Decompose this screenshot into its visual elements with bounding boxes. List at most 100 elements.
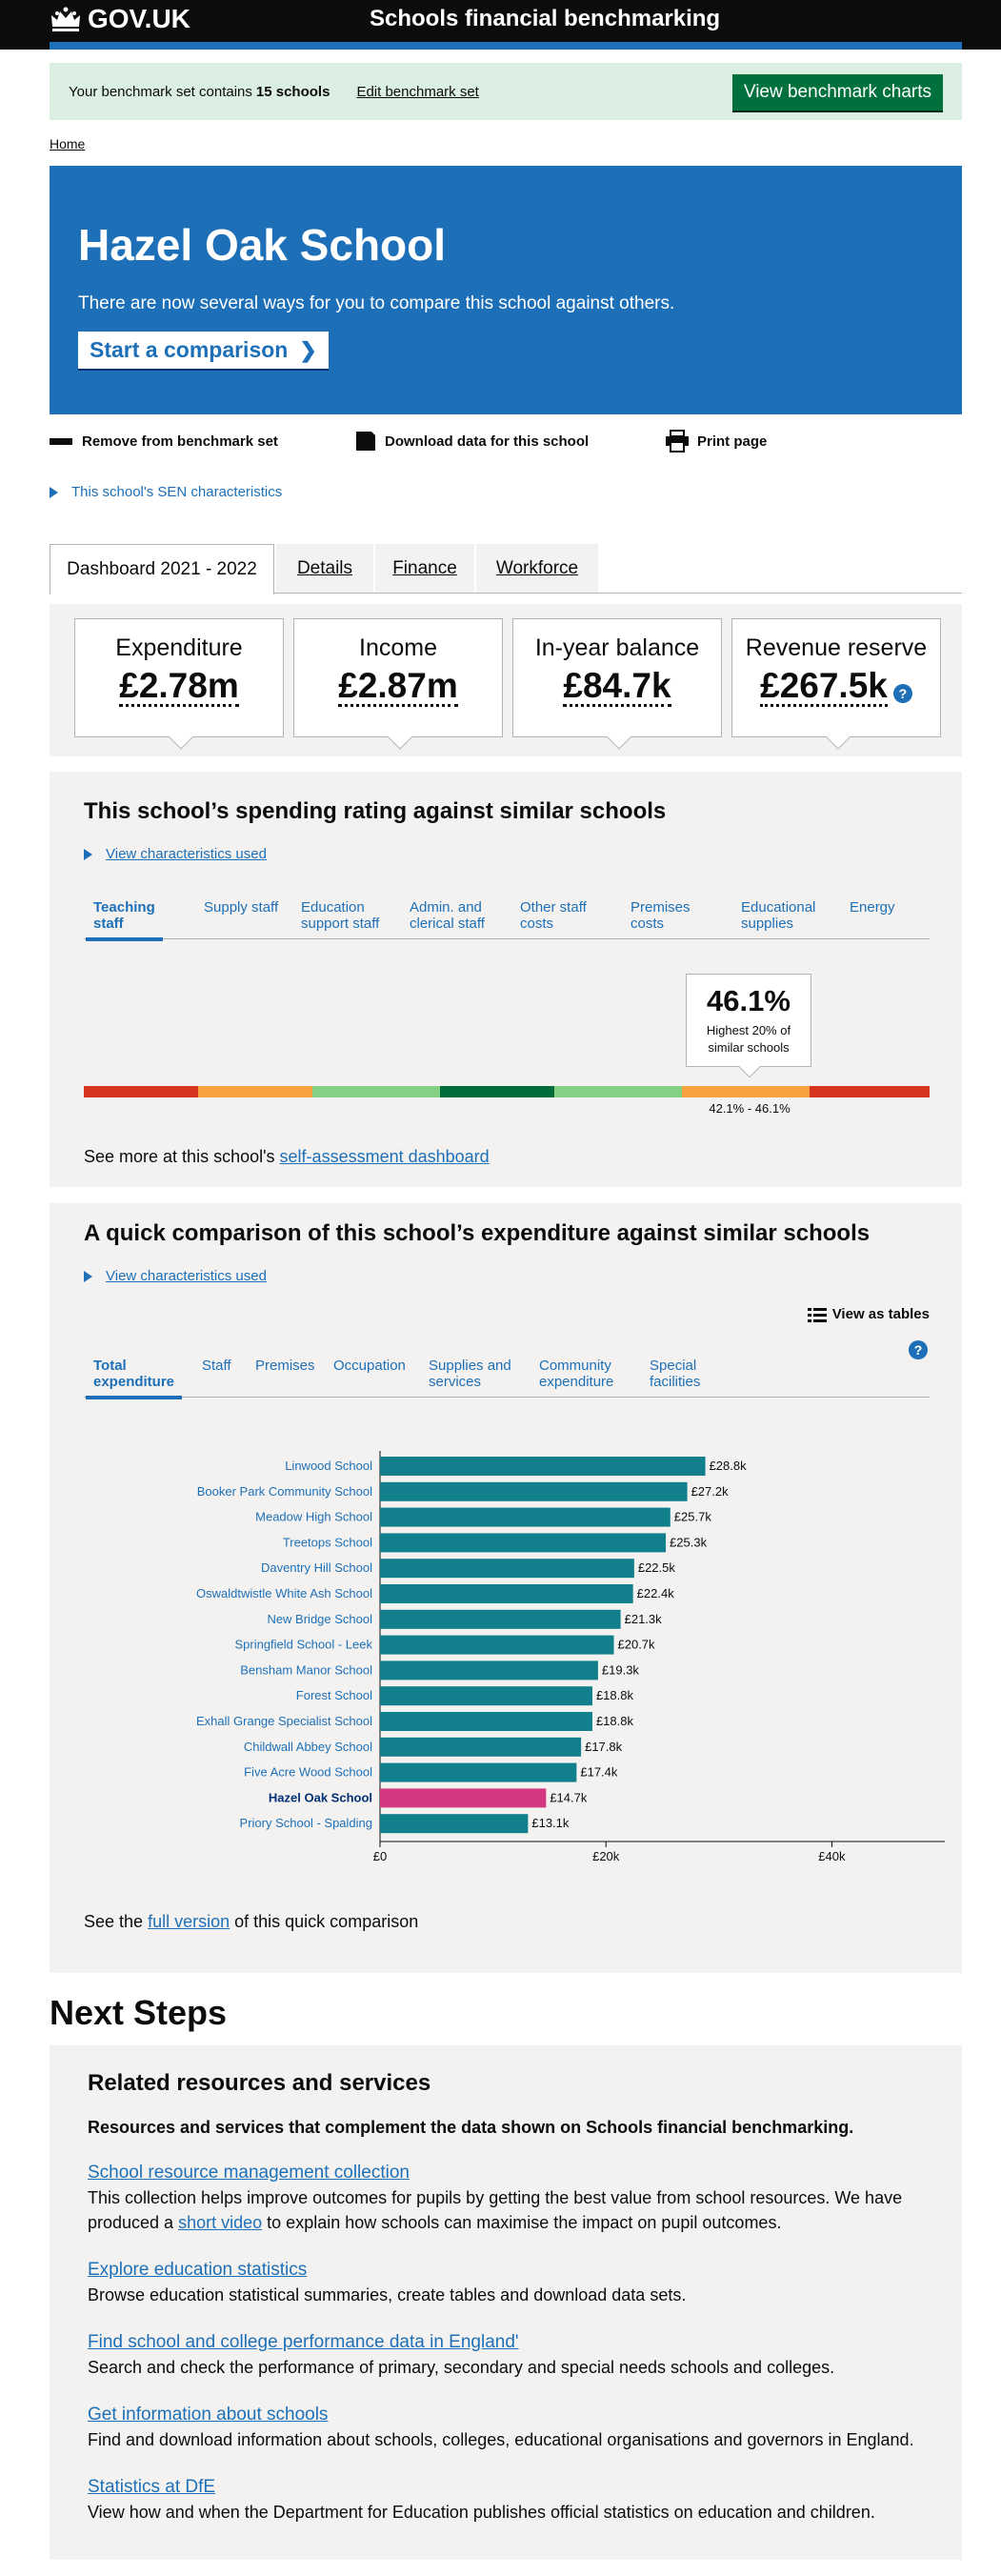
resource-description: Find and download information about scho… (88, 2430, 914, 2449)
resource-link[interactable]: Get information about schools (88, 2405, 329, 2425)
tab-line: Community (539, 1358, 611, 1374)
tab-finance[interactable]: Finance (375, 544, 474, 593)
chart-value-label: £21.3k (625, 1612, 663, 1626)
triangle-right-icon (84, 848, 92, 860)
rating-scale-segment (682, 1086, 810, 1097)
minus-icon (50, 437, 72, 445)
tab-line: Premises (631, 899, 691, 916)
full-version-link[interactable]: full version (148, 1912, 230, 1931)
chart-bar (380, 1457, 706, 1476)
help-icon[interactable]: ? (892, 683, 912, 703)
crown-icon (51, 7, 80, 31)
rating-scale-segment (84, 1086, 198, 1097)
view-characteristics-label: View characteristics used (106, 846, 267, 862)
resource-text: to explain how schools can maximise the … (267, 2213, 782, 2232)
tab-total-expenditure[interactable]: Total expenditure (85, 1358, 183, 1399)
tab-admin-clerical-staff[interactable]: Admin. and clerical staff (410, 899, 485, 932)
tab-line: services (429, 1374, 482, 1390)
rating-value: 46.1% (707, 984, 791, 1017)
chart-bar (380, 1737, 582, 1757)
tab-community-expenditure[interactable]: Community expenditure (539, 1358, 613, 1390)
view-benchmark-charts-button[interactable]: View benchmark charts (731, 74, 943, 111)
card-value[interactable]: £267.5k (760, 666, 888, 707)
tab-energy[interactable]: Energy (850, 899, 895, 916)
tab-special-facilities[interactable]: Special facilities (650, 1358, 700, 1390)
chart-value-label: £18.8k (596, 1688, 634, 1702)
short-video-link[interactable]: short video (178, 2213, 263, 2232)
tab-premises-costs[interactable]: Premises costs (631, 899, 691, 932)
resource-description: This collection helps improve outcomes f… (88, 2185, 924, 2235)
tab-teaching-staff[interactable]: Teaching staff (86, 899, 163, 941)
tab-staff[interactable]: Staff (202, 1358, 231, 1374)
resource-item: Get information about schools Find and d… (88, 2403, 924, 2452)
service-name[interactable]: Schools financial benchmarking (370, 6, 721, 31)
tab-occupation[interactable]: Occupation (333, 1358, 406, 1374)
remove-from-benchmark-action[interactable]: Remove from benchmark set (50, 430, 278, 453)
footer-text: See the (84, 1912, 144, 1931)
tab-details[interactable]: Details (276, 544, 373, 593)
print-page-action[interactable]: Print page (665, 430, 767, 453)
resource-description: Search and check the performance of prim… (88, 2358, 835, 2377)
chart-bar (380, 1609, 621, 1629)
tab-supply-staff[interactable]: Supply staff (204, 899, 278, 916)
card-title: In-year balance (534, 634, 700, 661)
tab-premises[interactable]: Premises (255, 1358, 315, 1374)
sen-characteristics-toggle[interactable]: This school's SEN characteristics (50, 484, 282, 500)
card-pointer (826, 725, 851, 750)
start-comparison-label: Start a comparison (90, 337, 289, 362)
breadcrumb-home[interactable]: Home (50, 136, 86, 151)
school-actions: Remove from benchmark set Download data … (50, 430, 962, 453)
tab-educational-supplies[interactable]: Educational supplies (741, 899, 815, 932)
resource-text: This collection helps improve outcomes f… (88, 2188, 903, 2232)
rating-description-line: Highest 20% of (706, 1023, 791, 1037)
start-comparison-button[interactable]: Start a comparison ❯ (78, 332, 329, 369)
page-title: Hazel Oak School (78, 220, 447, 270)
rating-scale-segment (440, 1086, 554, 1097)
rating-scale-segment (810, 1086, 930, 1097)
view-characteristics-toggle[interactable]: View characteristics used (84, 846, 267, 862)
view-as-tables-link[interactable]: View as tables (807, 1306, 930, 1322)
card-pointer (388, 725, 412, 750)
tab-supplies-services[interactable]: Supplies and services (429, 1358, 511, 1390)
resource-link[interactable]: Explore education statistics (88, 2260, 308, 2280)
tab-line: Educational (741, 899, 816, 916)
help-icon[interactable]: ? (909, 1340, 928, 1359)
tab-workforce[interactable]: Workforce (476, 544, 598, 593)
triangle-right-icon (50, 486, 58, 498)
tab-education-support-staff[interactable]: Education support staff (301, 899, 379, 932)
view-characteristics-toggle[interactable]: View characteristics used (84, 1268, 267, 1284)
download-data-action[interactable]: Download data for this school (354, 430, 589, 453)
edit-benchmark-link[interactable]: Edit benchmark set (356, 83, 479, 100)
card-value[interactable]: £84.7k (563, 666, 671, 707)
chart-category-label: Exhall Grange Specialist School (196, 1714, 372, 1728)
tab-other-staff-costs[interactable]: Other staff costs (520, 899, 587, 932)
card-value[interactable]: £2.78m (119, 666, 239, 707)
resource-description: View how and when the Department for Edu… (88, 2503, 875, 2522)
tab-dashboard[interactable]: Dashboard 2021 - 2022 (50, 544, 274, 594)
chart-category-label: Treetops School (283, 1535, 372, 1549)
resource-link[interactable]: Find school and college performance data… (88, 2332, 519, 2352)
card-value-row: £267.5k? (732, 668, 940, 707)
x-tick-label: £0 (373, 1849, 387, 1861)
self-assessment-link[interactable]: self-assessment dashboard (279, 1147, 490, 1166)
school-tabs: Dashboard 2021 - 2022 Details Finance Wo… (50, 544, 962, 594)
govuk-logo[interactable]: GOV.UK (50, 4, 190, 34)
chart-category-label: Priory School - Spalding (240, 1816, 372, 1830)
resource-link[interactable]: School resource management collection (88, 2163, 410, 2183)
rating-highlight-callout: 46.1% Highest 20% of similar schools (686, 974, 811, 1078)
resource-item: Statistics at DfE View how and when the … (88, 2475, 924, 2525)
card-pointer (169, 725, 193, 750)
revenue-reserve-card: Revenue reserve £267.5k? (731, 618, 941, 750)
chart-category-label: Daventry Hill School (261, 1560, 372, 1575)
x-tick-label: £40k (818, 1849, 846, 1861)
tab-line: expenditure (539, 1374, 614, 1390)
card-value[interactable]: £2.87m (338, 666, 458, 707)
resource-item: Explore education statistics Browse educ… (88, 2258, 924, 2307)
chart-category-label: Booker Park Community School (197, 1484, 372, 1499)
related-resources-intro: Resources and services that complement t… (88, 2118, 854, 2137)
related-resources-panel: Related resources and services Resources… (50, 2045, 962, 2560)
resource-link[interactable]: Statistics at DfE (88, 2477, 216, 2497)
chart-bar (380, 1635, 614, 1655)
view-characteristics-label: View characteristics used (106, 1268, 267, 1284)
rating-description-line: similar schools (708, 1040, 790, 1055)
